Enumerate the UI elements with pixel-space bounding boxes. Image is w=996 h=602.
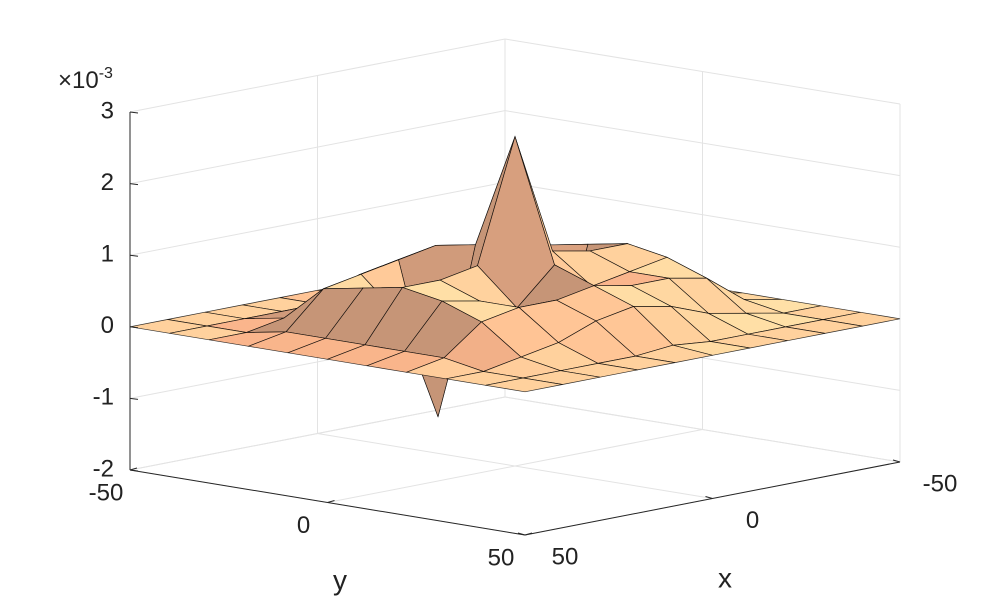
y-tick-label: -50: [89, 479, 124, 506]
x-tick: [705, 496, 713, 499]
y-tick: [129, 467, 138, 471]
grid-line: [327, 429, 703, 503]
z-tick-label: 0: [101, 312, 114, 339]
x-tick: [517, 532, 526, 536]
grid-line: [504, 181, 901, 248]
y-tick: [524, 532, 533, 536]
x-tick-label: 50: [552, 543, 579, 570]
x-tick-label: -50: [923, 470, 958, 497]
grid-line: [504, 396, 901, 463]
x-axis-label: x: [718, 562, 732, 593]
surface-patch: [485, 377, 563, 393]
grid-line: [129, 181, 506, 256]
y-tick: [327, 500, 335, 503]
z-multiplier-base: ×10: [58, 67, 99, 94]
grid-line: [129, 396, 506, 471]
y-tick-label: 0: [297, 512, 310, 539]
y-tick-label: 50: [488, 544, 515, 571]
z-tick-label: -1: [93, 384, 114, 411]
z-tick-label: 1: [101, 241, 114, 268]
grid-line: [504, 38, 901, 105]
z-tick: [129, 397, 139, 400]
z-tick: [129, 326, 139, 329]
z-tick: [129, 254, 139, 257]
z-tick: [129, 111, 139, 114]
z-tick: [129, 183, 139, 186]
z-tick-label: 2: [101, 169, 114, 196]
x-tick-label: 0: [746, 507, 759, 534]
z-multiplier-exponent: -3: [99, 65, 113, 82]
z-tick-label: 3: [101, 97, 114, 124]
grid-line: [129, 110, 506, 185]
grid-line: [129, 38, 506, 113]
z-tick-label: -2: [93, 455, 114, 482]
y-axis-label: y: [333, 564, 347, 595]
z-multiplier: ×10-3: [58, 65, 113, 94]
grid-line: [504, 110, 901, 177]
x-tick: [892, 459, 901, 463]
z-tick: [129, 469, 139, 472]
